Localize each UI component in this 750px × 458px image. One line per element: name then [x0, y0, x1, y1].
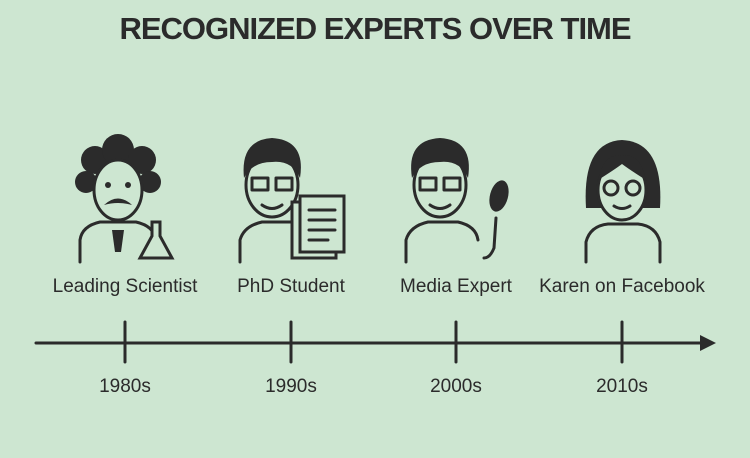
period-label: 1990s [265, 376, 317, 397]
media-expert-icon [404, 138, 509, 264]
karen-icon [584, 140, 662, 264]
period-label: 2010s [596, 376, 648, 397]
title: RECOGNIZED EXPERTS OVER TIME [119, 11, 630, 46]
period-label: 2000s [430, 376, 482, 397]
period-label: 1980s [99, 376, 151, 397]
expert-label: PhD Student [237, 276, 345, 297]
expert-label: Karen on Facebook [539, 276, 705, 297]
expert-label: Leading Scientist [53, 276, 198, 297]
timeline-arrow [700, 335, 716, 351]
scientist-icon [75, 134, 175, 264]
expert-label: Media Expert [400, 276, 513, 297]
phd-student-icon [238, 138, 346, 264]
